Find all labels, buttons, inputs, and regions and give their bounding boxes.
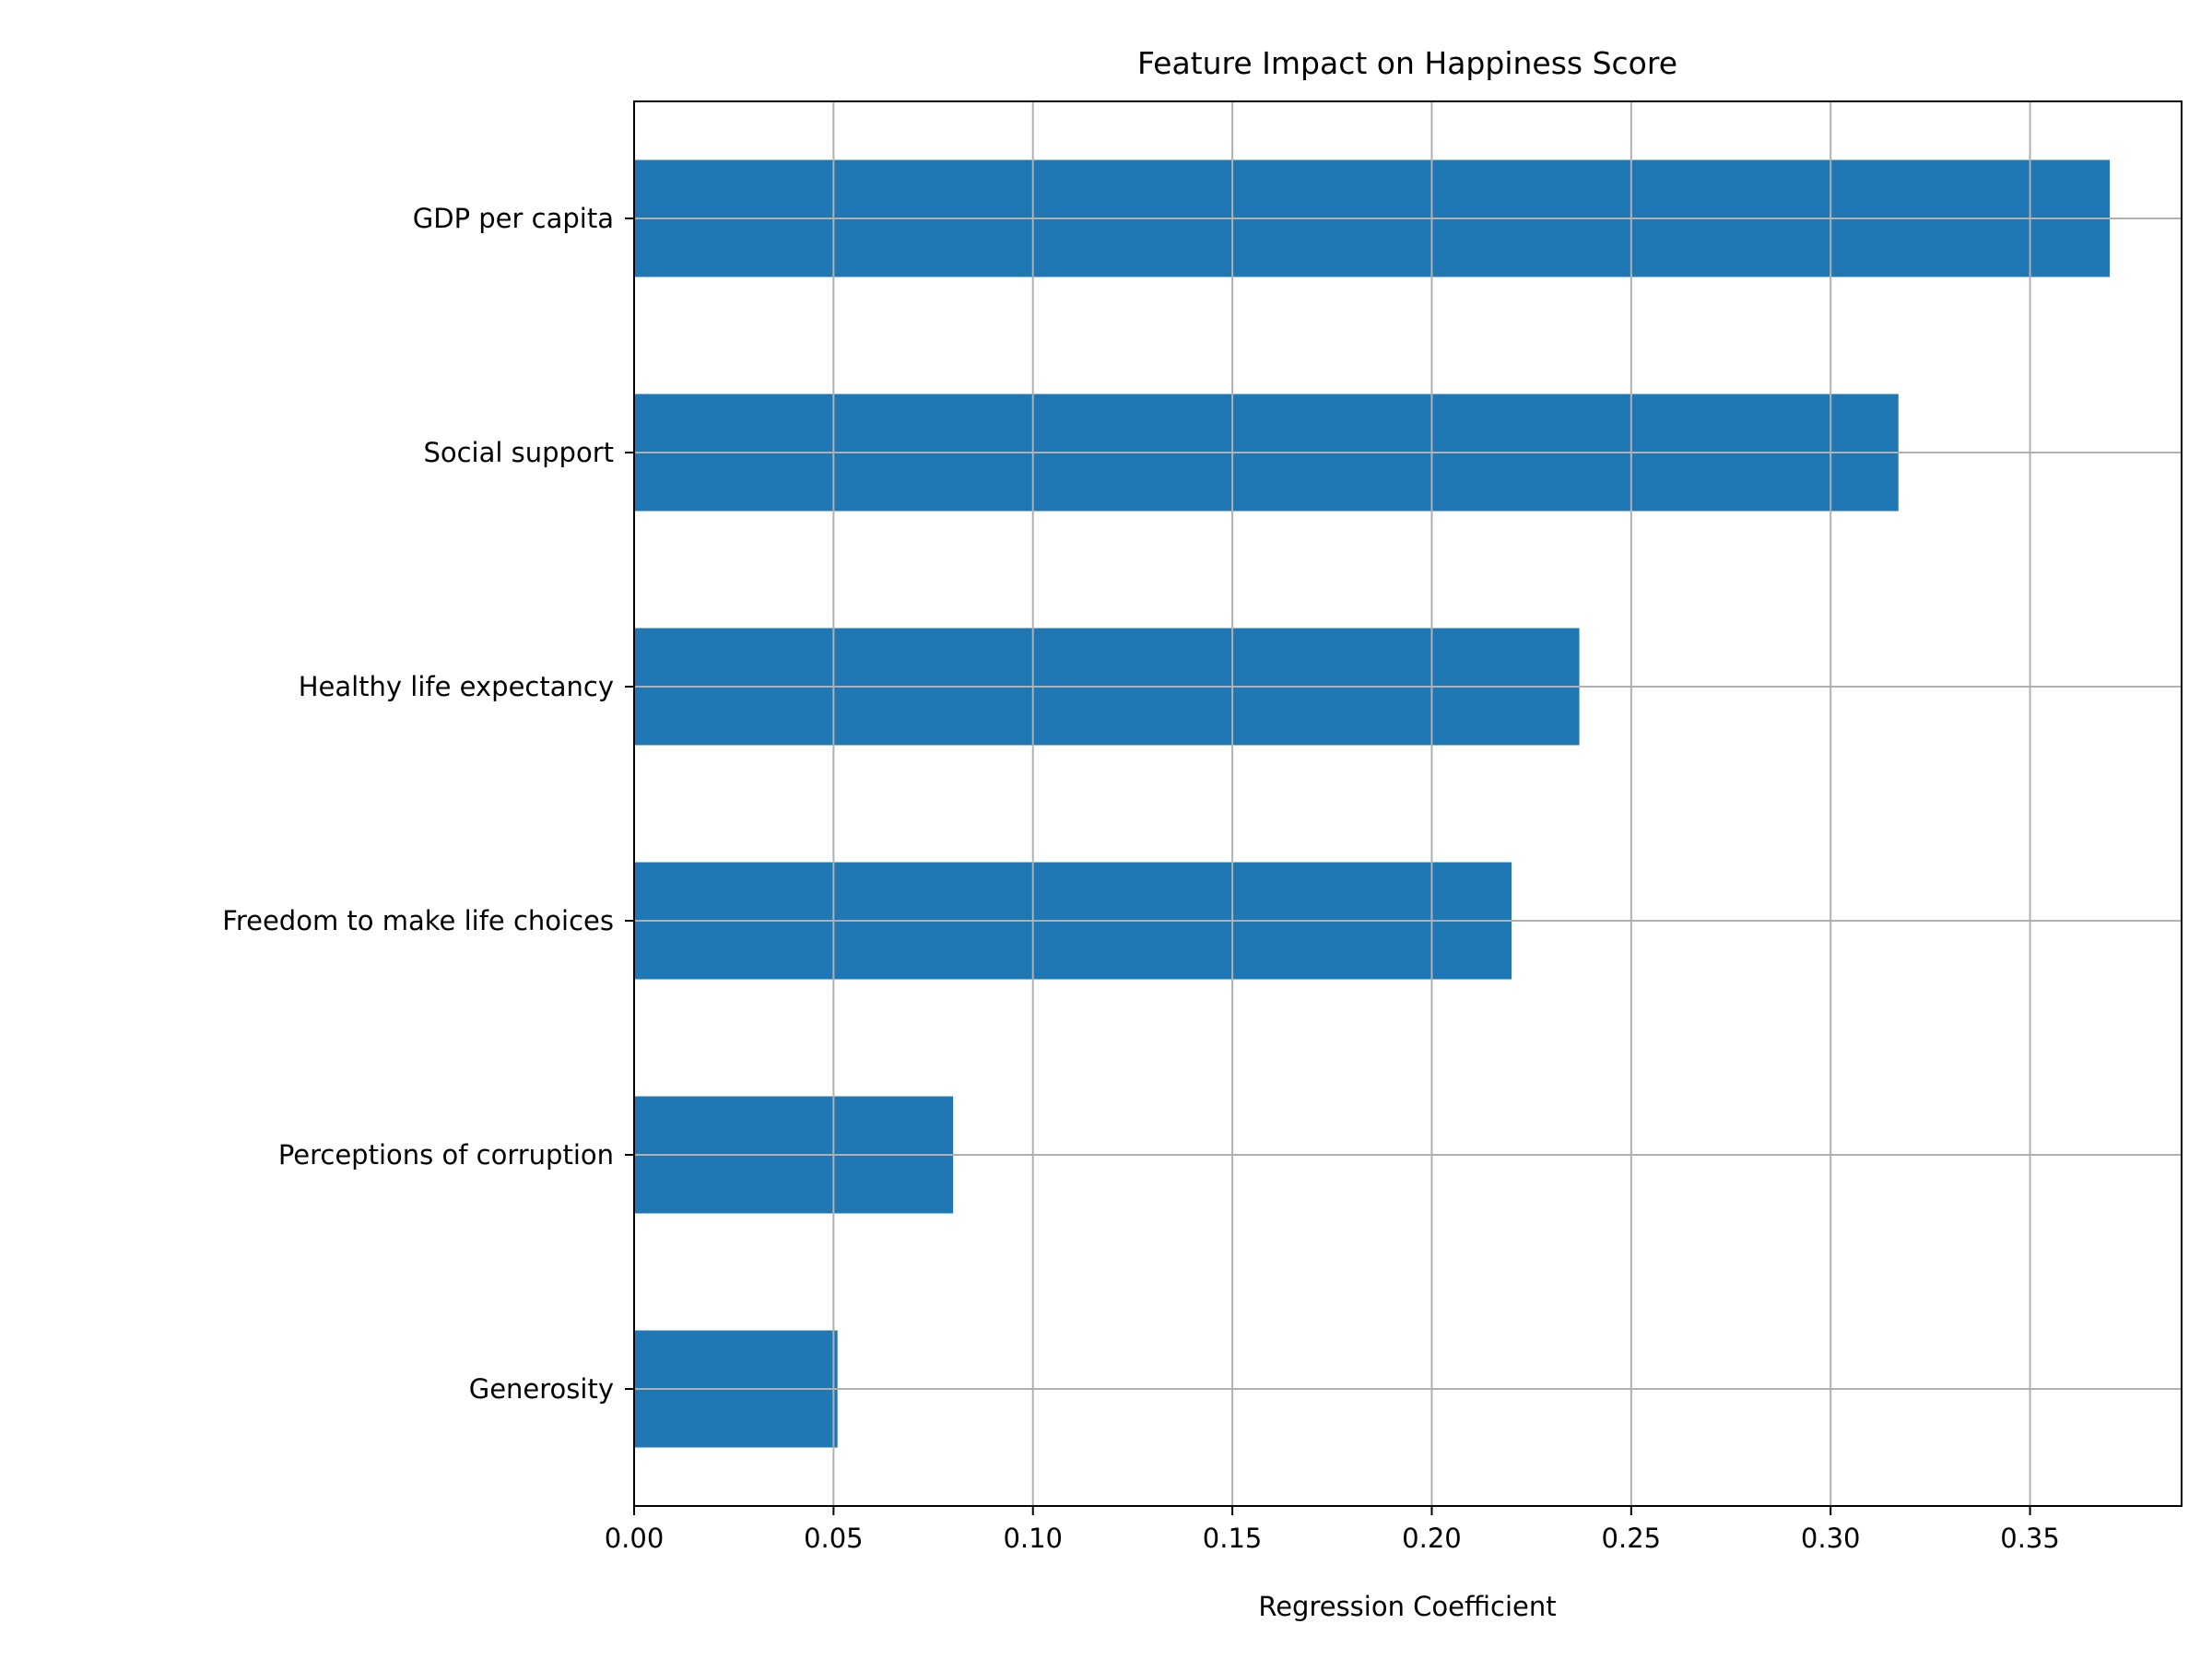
chart-title: Feature Impact on Happiness Score	[1137, 45, 1677, 81]
x-tick-label: 0.10	[1003, 1523, 1063, 1554]
x-tick-label: 0.15	[1203, 1523, 1263, 1554]
x-tick-label: 0.00	[605, 1523, 665, 1554]
x-axis-label: Regression Coefficient	[1258, 1591, 1556, 1622]
y-tick-label: Generosity	[469, 1373, 614, 1405]
bars	[634, 159, 2111, 1448]
x-tick-label: 0.30	[1801, 1523, 1861, 1554]
y-tick-label: Freedom to make life choices	[222, 905, 614, 936]
y-tick-label: GDP per capita	[413, 203, 614, 234]
plot-frame	[633, 100, 2183, 1507]
y-tick-label: Social support	[423, 437, 614, 468]
y-tick-label: Perceptions of corruption	[278, 1139, 614, 1171]
grid	[633, 101, 2182, 1506]
x-tick-label: 0.25	[1602, 1523, 1662, 1554]
y-tick-label: Healthy life expectancy	[299, 671, 614, 702]
x-tick-label: 0.20	[1402, 1523, 1462, 1554]
axis-ticks: 0.00 0.05 0.10 0.15 0.20 0.25 0.30 0.35 GDP per …	[222, 203, 2060, 1554]
x-tick-label: 0.05	[804, 1523, 864, 1554]
x-tick-label: 0.35	[2000, 1523, 2060, 1554]
